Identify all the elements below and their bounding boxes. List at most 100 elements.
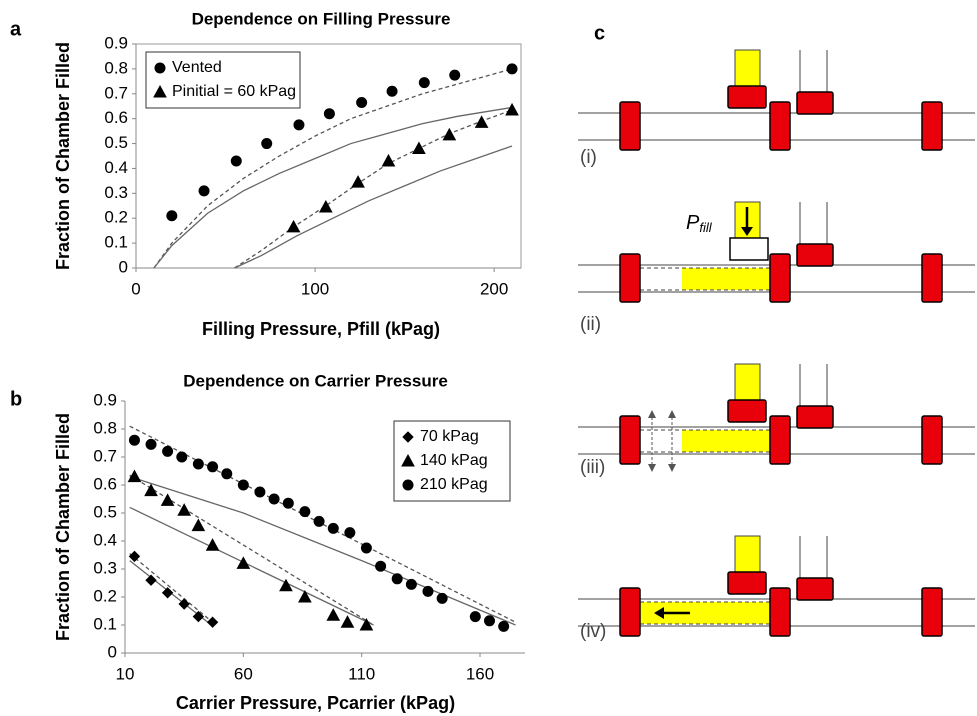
fit-curve bbox=[129, 425, 516, 623]
valve bbox=[769, 415, 791, 465]
arrow-head bbox=[668, 410, 676, 418]
legend-label: Vented bbox=[172, 59, 222, 76]
legend-label: 140 kPag bbox=[420, 452, 488, 469]
data-point bbox=[313, 515, 325, 527]
legend-label: Pinitial = 60 kPag bbox=[172, 83, 296, 100]
y-tick-label: 0 bbox=[108, 642, 117, 661]
fit-curve bbox=[153, 106, 513, 269]
valve bbox=[796, 91, 834, 115]
open-valve bbox=[729, 237, 769, 261]
valve bbox=[769, 101, 791, 151]
valve bbox=[727, 85, 767, 109]
step-label: (ii) bbox=[580, 314, 601, 335]
fit-curve bbox=[129, 553, 213, 623]
data-point bbox=[261, 138, 273, 150]
valve bbox=[619, 415, 641, 465]
valve bbox=[921, 415, 943, 465]
arrow-head bbox=[648, 410, 656, 418]
valve bbox=[921, 253, 943, 303]
data-point bbox=[386, 85, 398, 97]
data-point bbox=[192, 610, 205, 623]
step-label: (iv) bbox=[580, 621, 606, 642]
x-tick-label: 160 bbox=[466, 664, 494, 683]
data-point bbox=[128, 550, 141, 563]
data-point bbox=[449, 69, 461, 81]
data-point bbox=[318, 199, 333, 213]
y-tick-label: 0.5 bbox=[104, 133, 128, 152]
data-point bbox=[298, 589, 312, 603]
fit-curve bbox=[234, 145, 513, 269]
y-tick-label: 0.4 bbox=[93, 530, 117, 549]
legend-marker bbox=[401, 453, 415, 467]
data-point bbox=[422, 585, 434, 597]
data-point bbox=[344, 527, 356, 539]
x-tick-label: 200 bbox=[480, 279, 508, 298]
y-tick-label: 0.6 bbox=[93, 474, 117, 493]
data-point bbox=[469, 611, 481, 623]
valve bbox=[769, 587, 791, 637]
y-tick-label: 0 bbox=[119, 257, 128, 276]
data-point bbox=[498, 620, 510, 632]
data-point bbox=[207, 461, 219, 473]
fit-curve bbox=[234, 109, 513, 269]
data-point bbox=[323, 108, 335, 120]
x-tick-label: 110 bbox=[348, 664, 375, 683]
y-tick-label: 0.6 bbox=[104, 108, 128, 127]
data-point bbox=[483, 615, 495, 627]
step-label: (i) bbox=[580, 147, 597, 168]
fit-curve bbox=[129, 475, 516, 626]
panel-label: c bbox=[594, 22, 605, 44]
data-point bbox=[162, 445, 174, 457]
y-tick-label: 0.1 bbox=[104, 233, 128, 252]
y-tick-label: 0.8 bbox=[104, 58, 128, 77]
data-point bbox=[326, 608, 341, 621]
x-tick-label: 100 bbox=[301, 279, 329, 298]
fit-curve bbox=[153, 68, 513, 269]
valve bbox=[921, 587, 943, 637]
valve bbox=[727, 571, 767, 595]
valve bbox=[727, 399, 767, 423]
data-point bbox=[145, 438, 157, 450]
data-point bbox=[237, 479, 249, 491]
chart-title: Dependence on Filling Pressure bbox=[192, 9, 451, 28]
valve bbox=[619, 253, 641, 303]
data-point bbox=[505, 102, 519, 116]
valve bbox=[796, 577, 834, 601]
data-point bbox=[198, 185, 210, 197]
data-point bbox=[327, 522, 339, 534]
y-tick-label: 0.5 bbox=[93, 502, 117, 521]
data-point bbox=[230, 155, 242, 167]
chart-title: Dependence on Carrier Pressure bbox=[183, 371, 448, 390]
legend-label: 70 kPag bbox=[420, 428, 479, 445]
data-point bbox=[127, 469, 142, 483]
data-point bbox=[391, 573, 403, 585]
data-point bbox=[279, 578, 293, 592]
x-axis-label: Filling Pressure, Pfill (kPag) bbox=[202, 319, 440, 339]
fluid bbox=[682, 430, 770, 452]
data-point bbox=[381, 153, 396, 167]
valve bbox=[619, 587, 641, 637]
valve bbox=[769, 253, 791, 303]
pfill-p: P bbox=[686, 212, 700, 234]
data-point bbox=[418, 77, 430, 89]
legend-label: 210 kPag bbox=[420, 476, 488, 493]
valve bbox=[619, 101, 641, 151]
data-point bbox=[145, 574, 157, 586]
data-point bbox=[286, 219, 301, 233]
y-tick-label: 0.7 bbox=[104, 83, 128, 102]
x-tick-label: 0 bbox=[131, 279, 140, 298]
data-point bbox=[360, 542, 372, 554]
data-point bbox=[436, 592, 448, 604]
data-point bbox=[282, 497, 294, 509]
y-tick-label: 0.7 bbox=[93, 446, 117, 465]
y-tick-label: 0.2 bbox=[104, 208, 128, 227]
data-point bbox=[375, 560, 387, 572]
legend-box bbox=[393, 420, 511, 502]
data-point bbox=[206, 616, 219, 628]
data-point bbox=[293, 119, 305, 131]
data-point bbox=[177, 503, 192, 516]
data-point bbox=[359, 617, 374, 631]
y-axis-label: Fraction of Chamber Filled bbox=[53, 413, 73, 641]
pfill-label: Pfill bbox=[686, 212, 713, 235]
